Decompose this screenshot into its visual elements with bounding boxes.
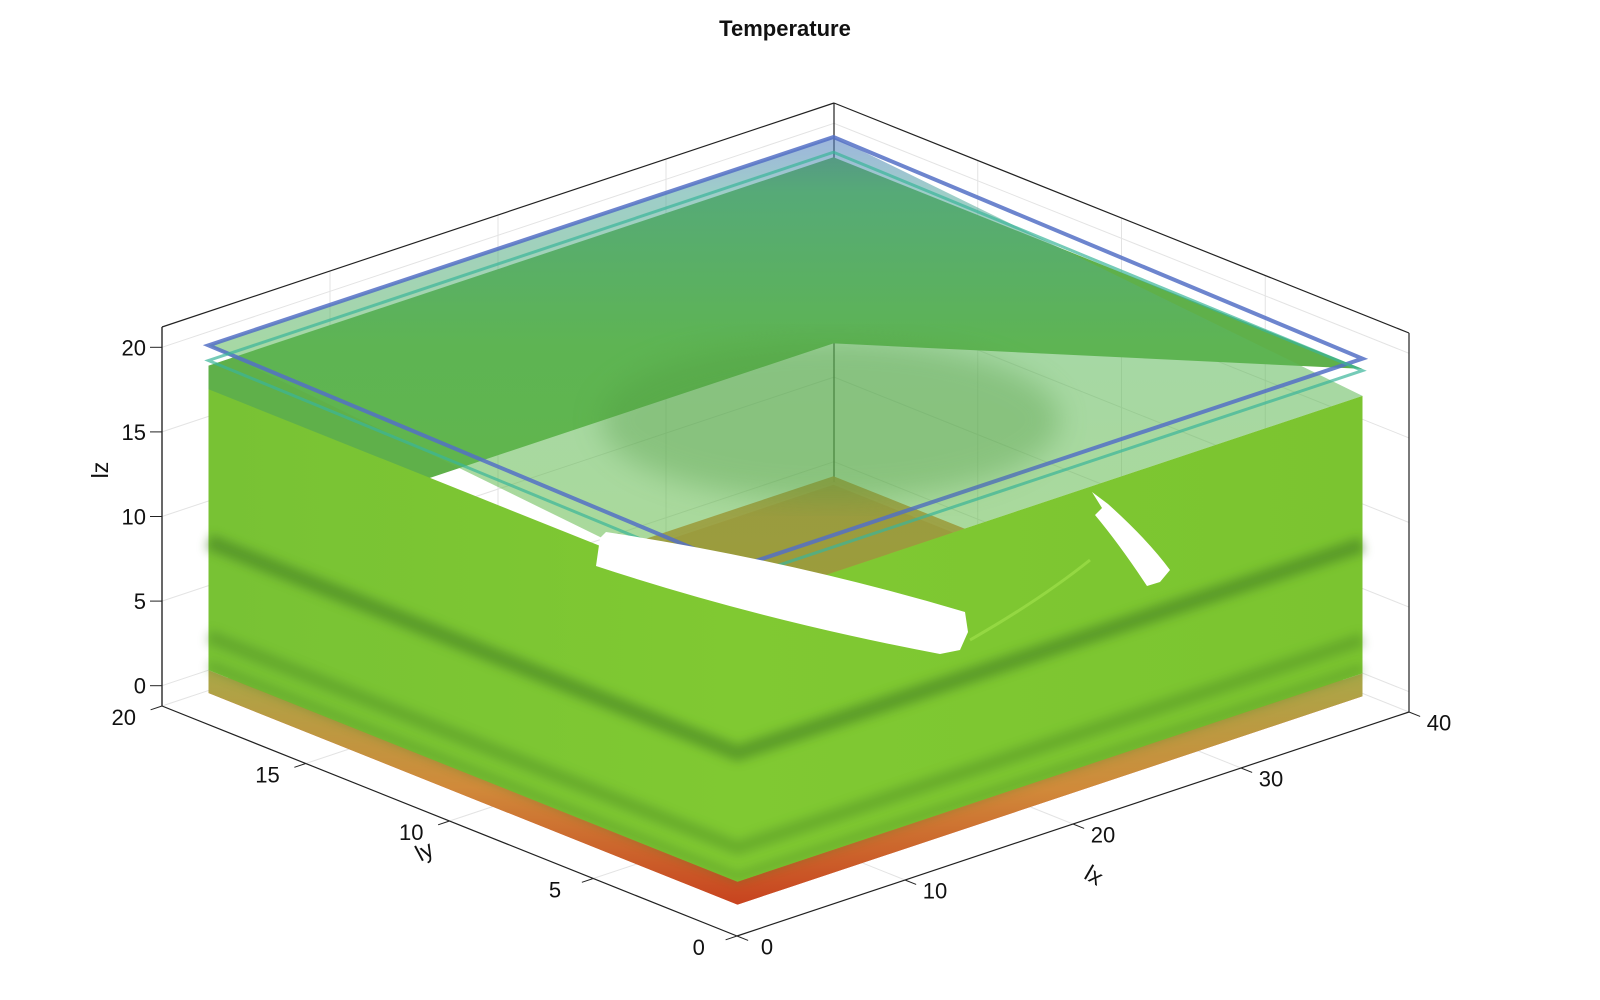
y-tick-label: 15 bbox=[255, 762, 279, 787]
y-tick-mark bbox=[150, 705, 163, 711]
z-axis-label: lz bbox=[87, 462, 113, 479]
bottom-band-right bbox=[737, 673, 1363, 905]
highlight-curve bbox=[969, 558, 1091, 642]
bottom-band-left bbox=[208, 670, 738, 905]
frame-edge bbox=[161, 102, 835, 328]
x-tick-label: 20 bbox=[1091, 822, 1115, 847]
top-plate bbox=[202, 134, 1369, 570]
x-axis-label: lx bbox=[1080, 860, 1108, 891]
grid-line bbox=[833, 122, 1410, 354]
y-tick-mark bbox=[294, 763, 306, 768]
volume-face-left bbox=[208, 389, 738, 882]
chart-title: Temperature bbox=[719, 16, 851, 41]
x-tick-label: 0 bbox=[761, 934, 773, 959]
y-tick-label: 10 bbox=[399, 820, 423, 845]
shading-band-base bbox=[206, 660, 1365, 883]
grid-line bbox=[161, 122, 835, 348]
y-tick-label: 5 bbox=[549, 877, 561, 902]
y-tick-label: 0 bbox=[693, 935, 705, 960]
x-tick-label: 40 bbox=[1427, 710, 1451, 735]
x-tick-label: 30 bbox=[1259, 766, 1283, 791]
x-tick-label: 10 bbox=[923, 878, 947, 903]
frame-edge bbox=[833, 102, 1410, 334]
x-tick-mark bbox=[904, 879, 917, 885]
y-tick-label: 20 bbox=[112, 705, 136, 730]
z-tick-label: 15 bbox=[122, 420, 146, 445]
temperature-volume bbox=[202, 134, 1369, 905]
interior-shadow bbox=[600, 340, 1060, 500]
x-tick-mark bbox=[1408, 711, 1421, 717]
y-tick-mark bbox=[581, 878, 594, 883]
x-tick-mark bbox=[1240, 767, 1253, 773]
y-tick-mark bbox=[437, 820, 450, 826]
cutout-left bbox=[596, 532, 968, 654]
cutout-right bbox=[1092, 492, 1170, 586]
y-tick-mark bbox=[725, 935, 738, 941]
z-tick-label: 10 bbox=[122, 505, 146, 530]
x-tick-mark bbox=[736, 935, 749, 941]
z-tick-label: 20 bbox=[122, 335, 146, 360]
x-tick-mark bbox=[1072, 823, 1085, 829]
volume-face-right bbox=[737, 395, 1363, 882]
z-tick-label: 0 bbox=[134, 674, 146, 699]
z-tick-label: 5 bbox=[134, 589, 146, 614]
teal-layer bbox=[204, 150, 1367, 581]
